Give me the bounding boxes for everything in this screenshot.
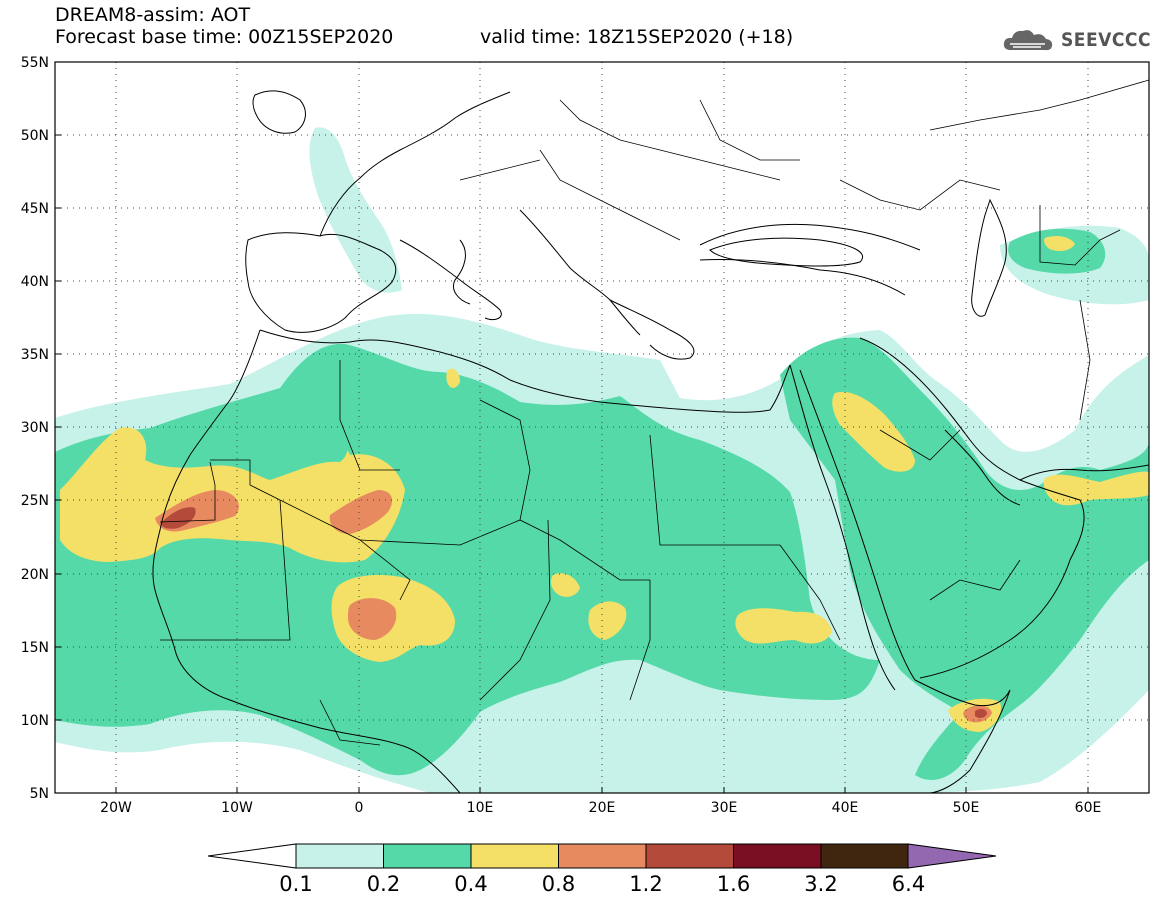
aot-layer-0-8 bbox=[155, 490, 992, 723]
aot-region bbox=[735, 608, 832, 644]
lat-label: 45N bbox=[21, 201, 49, 217]
aot-layers bbox=[55, 127, 1149, 793]
lat-label: 40N bbox=[21, 274, 49, 290]
lat-label: 25N bbox=[21, 493, 49, 509]
lon-labels: 20W 10W 0 10E 20E 30E 40E 50E 60E bbox=[100, 800, 1101, 816]
lon-label: 40E bbox=[832, 800, 859, 816]
colorbar-label: 0.8 bbox=[542, 872, 575, 896]
colorbar-label: 0.4 bbox=[454, 872, 487, 896]
colorbar-box bbox=[470, 843, 559, 869]
aot-region bbox=[348, 598, 397, 640]
colorbar-box bbox=[383, 843, 472, 869]
lon-label: 20E bbox=[589, 800, 616, 816]
brand-logo: SEEVCCC bbox=[1001, 26, 1151, 54]
colorbar-box bbox=[295, 843, 384, 869]
aot-region bbox=[446, 368, 460, 388]
brand-name: SEEVCCC bbox=[1060, 29, 1151, 51]
valid-time: valid time: 18Z15SEP2020 (+18) bbox=[480, 26, 794, 48]
colorbar-under-arrow bbox=[207, 843, 297, 869]
borders bbox=[159, 79, 1149, 746]
colorbar-box bbox=[733, 843, 822, 869]
lat-label: 5N bbox=[30, 786, 49, 802]
colorbar-label: 0.1 bbox=[279, 872, 312, 896]
colorbar-box bbox=[820, 843, 909, 869]
colorbar-over-arrow bbox=[907, 843, 997, 869]
aot-region bbox=[832, 391, 915, 472]
colorbar-labels: 0.1 0.2 0.4 0.8 1.2 1.6 3.2 6.4 bbox=[279, 872, 925, 896]
colorbar-box bbox=[645, 843, 734, 869]
grid bbox=[55, 62, 1149, 793]
lon-label: 10E bbox=[467, 800, 494, 816]
aot-region bbox=[975, 708, 987, 719]
lon-label: 20W bbox=[100, 800, 132, 816]
map-title: DREAM8-assim: AOT bbox=[55, 4, 251, 26]
aot-region bbox=[1008, 228, 1106, 274]
aot-region bbox=[161, 507, 196, 529]
coastlines bbox=[152, 90, 1149, 793]
aot-layer-1-2 bbox=[161, 507, 987, 719]
lat-label: 10N bbox=[21, 713, 49, 729]
aot-region bbox=[588, 601, 627, 640]
aot-layer-0-4 bbox=[60, 236, 1149, 732]
lon-label: 60E bbox=[1075, 800, 1102, 816]
colorbar-label: 6.4 bbox=[892, 872, 925, 896]
map-header: DREAM8-assim: AOT Forecast base time: 00… bbox=[55, 4, 793, 48]
lat-label: 30N bbox=[21, 420, 49, 436]
lat-label: 55N bbox=[21, 55, 49, 71]
base-time: Forecast base time: 00Z15SEP2020 bbox=[55, 26, 394, 48]
lon-label: 30E bbox=[711, 800, 738, 816]
lon-label: 50E bbox=[953, 800, 980, 816]
aot-region bbox=[55, 343, 880, 776]
colorbar-label: 3.2 bbox=[804, 872, 837, 896]
colorbar-box bbox=[558, 843, 647, 869]
lat-label: 20N bbox=[21, 567, 49, 583]
lat-labels: 55N 50N 45N 40N 35N 30N 25N 20N 15N 10N … bbox=[21, 55, 49, 802]
ticks bbox=[55, 134, 1089, 793]
aot-region bbox=[1044, 236, 1075, 252]
colorbar-label: 0.2 bbox=[367, 872, 400, 896]
aot-region bbox=[60, 427, 405, 563]
cloud-logo-icon bbox=[1003, 30, 1053, 51]
colorbar-label: 1.2 bbox=[629, 872, 662, 896]
colorbar-boxes bbox=[295, 843, 909, 869]
lat-label: 35N bbox=[21, 347, 49, 363]
lon-label: 10W bbox=[221, 800, 253, 816]
lat-label: 15N bbox=[21, 640, 49, 656]
aot-region bbox=[550, 573, 580, 597]
lat-label: 50N bbox=[21, 128, 49, 144]
lon-label: 0 bbox=[355, 800, 364, 816]
colorbar-label: 1.6 bbox=[717, 872, 750, 896]
aot-region bbox=[309, 127, 402, 293]
aot-region bbox=[329, 490, 393, 534]
colorbar: 0.1 0.2 0.4 0.8 1.2 1.6 3.2 6.4 bbox=[207, 843, 997, 896]
